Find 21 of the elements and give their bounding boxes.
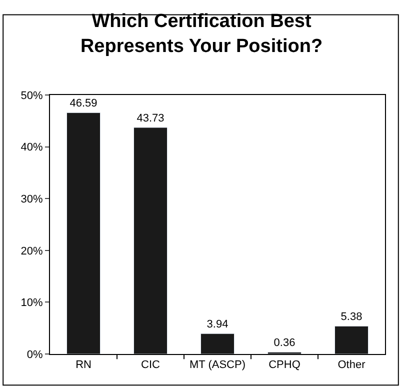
- data-label: 43.73: [136, 112, 164, 124]
- y-tick-label: 40%: [20, 142, 44, 154]
- x-tick-label: CPHQ: [268, 359, 301, 372]
- y-tick-label: 50%: [20, 90, 44, 102]
- x-tick-label: Other: [338, 359, 366, 372]
- data-label: 3.94: [206, 318, 228, 331]
- x-tick-label: CIC: [141, 359, 160, 372]
- chart-title: Which Certification Best Represents Your Position?: [80, 11, 323, 57]
- bar: [66, 112, 100, 354]
- y-tick-label: 20%: [20, 245, 44, 258]
- y-tick-label: 30%: [20, 193, 44, 206]
- y-tick-label: 0%: [26, 348, 44, 361]
- x-tick-label: MT (ASCP): [189, 359, 246, 372]
- y-tick-label: 10%: [20, 297, 44, 310]
- data-label: 5.38: [340, 311, 362, 324]
- x-tick-label: RN: [76, 359, 92, 372]
- bar: [334, 326, 368, 354]
- bar: [134, 127, 168, 354]
- bar: [200, 333, 234, 354]
- data-label: 0.36: [274, 337, 296, 350]
- data-label: 46.59: [70, 98, 98, 110]
